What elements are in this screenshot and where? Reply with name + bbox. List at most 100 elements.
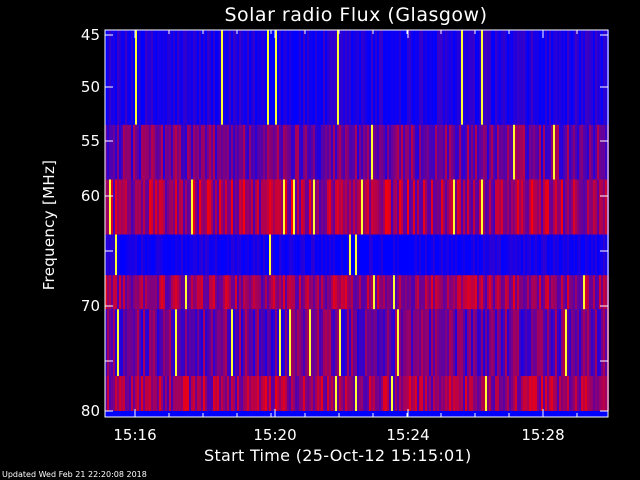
heatmap-cell <box>487 376 489 411</box>
heatmap-cell <box>403 275 405 310</box>
frequency-band-45-53.5 <box>105 30 609 125</box>
heatmap-cell <box>143 30 145 125</box>
heatmap-cell <box>371 234 373 276</box>
heatmap-cell <box>385 30 387 125</box>
heatmap-cell <box>523 179 525 235</box>
heatmap-cell <box>553 275 555 310</box>
heatmap-cell <box>193 30 195 125</box>
heatmap-cell <box>533 234 535 276</box>
heatmap-cell <box>505 179 507 235</box>
heatmap-cell <box>531 309 533 376</box>
heatmap-cell <box>385 309 387 376</box>
heatmap-cell <box>439 234 441 276</box>
heatmap-cell <box>527 234 529 276</box>
heatmap-cell <box>219 179 221 235</box>
heatmap-cell <box>509 234 511 276</box>
heatmap-cell <box>379 309 381 376</box>
heatmap-cell <box>197 179 199 235</box>
heatmap-cell <box>199 275 201 310</box>
heatmap-cell <box>463 179 465 235</box>
heatmap-cell <box>409 376 411 411</box>
heatmap-cell <box>229 124 231 180</box>
heatmap-cell <box>445 124 447 180</box>
heatmap-cell <box>401 124 403 180</box>
heatmap-cell <box>383 179 385 235</box>
heatmap-cell <box>373 124 375 180</box>
heatmap-cell <box>385 275 387 310</box>
heatmap-cell <box>565 376 567 411</box>
heatmap-cell <box>493 376 495 411</box>
heatmap-cell <box>411 376 413 411</box>
heatmap-cell <box>429 275 431 310</box>
heatmap-cell <box>113 234 115 276</box>
heatmap-cell <box>593 124 595 180</box>
heatmap-cell <box>539 30 541 125</box>
heatmap-cell <box>509 179 511 235</box>
heatmap-cell <box>287 376 289 411</box>
plot-frame <box>104 29 609 418</box>
heatmap-cell <box>189 275 191 310</box>
heatmap-cell <box>471 376 473 411</box>
heatmap-cell <box>385 179 387 235</box>
heatmap-cell <box>533 124 535 180</box>
heatmap-cell <box>583 30 585 125</box>
heatmap-cell <box>559 124 561 180</box>
heatmap-cell <box>215 30 217 125</box>
heatmap-cell <box>179 30 181 125</box>
heatmap-cell <box>225 309 227 376</box>
heatmap-cell <box>405 234 407 276</box>
heatmap-cell <box>551 179 553 235</box>
heatmap-cell <box>591 309 593 376</box>
heatmap-cell <box>131 309 133 376</box>
heatmap-cell <box>573 234 575 276</box>
heatmap-cell <box>153 275 155 310</box>
heatmap-cell <box>557 309 559 376</box>
heatmap-cell <box>211 179 213 235</box>
heatmap-cell <box>277 234 279 276</box>
heatmap-cell <box>507 234 509 276</box>
heatmap-cell <box>541 124 543 180</box>
heatmap-cell <box>183 275 185 310</box>
y-tick-label: 80 <box>80 402 100 420</box>
heatmap-cell <box>171 234 173 276</box>
heatmap-cell <box>227 275 229 310</box>
heatmap-cell <box>603 376 605 411</box>
heatmap-cell <box>517 30 519 125</box>
heatmap-cell <box>117 124 119 180</box>
heatmap-cell <box>553 179 555 235</box>
heatmap-cell <box>105 234 107 276</box>
heatmap-cell <box>335 234 337 276</box>
heatmap-cell <box>537 234 539 276</box>
heatmap-cell <box>123 376 125 411</box>
heatmap-cell <box>481 179 483 235</box>
heatmap-cell <box>511 275 513 310</box>
heatmap-cell <box>111 179 113 235</box>
x-axis-label: Start Time (25-Oct-12 15:15:01) <box>204 446 472 465</box>
heatmap-cell <box>395 30 397 125</box>
heatmap-cell <box>391 234 393 276</box>
heatmap-cell <box>461 179 463 235</box>
heatmap-cell <box>407 124 409 180</box>
heatmap-cell <box>369 309 371 376</box>
heatmap-cell <box>445 234 447 276</box>
heatmap-cell <box>517 179 519 235</box>
heatmap-cell <box>571 234 573 276</box>
heatmap-cell <box>511 376 513 411</box>
heatmap-cell <box>511 179 513 235</box>
heatmap-cell <box>341 124 343 180</box>
heatmap-cell <box>545 234 547 276</box>
heatmap-cell <box>523 309 525 376</box>
heatmap-cell <box>235 124 237 180</box>
heatmap-cell <box>531 179 533 235</box>
heatmap-cell <box>475 309 477 376</box>
heatmap-cell <box>411 30 413 125</box>
heatmap-cell <box>477 275 479 310</box>
heatmap-cell <box>113 124 115 180</box>
heatmap-cell <box>361 275 363 310</box>
heatmap-cell <box>207 309 209 376</box>
heatmap-cell <box>417 179 419 235</box>
heatmap-cell <box>333 30 335 125</box>
heatmap-cell <box>399 179 401 235</box>
heatmap-cell <box>599 275 601 310</box>
heatmap-cell <box>269 376 271 411</box>
